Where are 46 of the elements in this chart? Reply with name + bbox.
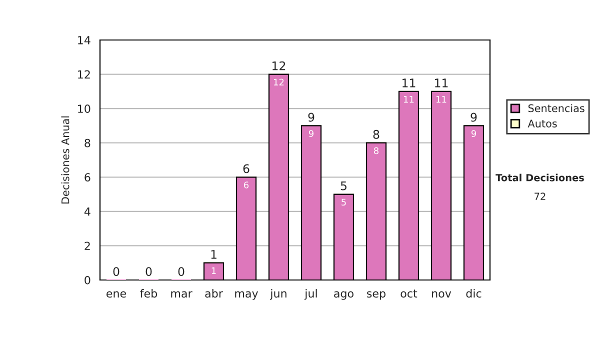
data-label: 8 (374, 147, 379, 154)
total-label: 5 (340, 182, 346, 190)
x-tick-label: ene (106, 291, 126, 298)
total-label: 0 (178, 267, 184, 276)
x-tick-label: jul (304, 289, 317, 300)
legend-label: Autos (528, 120, 557, 128)
data-label: 1 (212, 267, 216, 274)
y-tick-label: 12 (78, 70, 90, 79)
data-label: 6 (244, 182, 249, 188)
total-label: 6 (243, 164, 250, 174)
data-label: 11 (436, 96, 446, 103)
text: 72 (534, 192, 546, 200)
data-label: 9 (471, 130, 476, 137)
y-tick-label: 8 (84, 138, 90, 148)
y-axis-title: Decisiones Anual (61, 116, 70, 204)
x-tick-label: sep (367, 291, 386, 300)
x-tick-label: dic (466, 289, 482, 298)
data-label: 12 (274, 78, 284, 86)
total-label: 0 (113, 267, 120, 276)
x-tick-label: jun (270, 289, 286, 300)
y-tick-label: 10 (78, 104, 90, 113)
x-tick-label: nov (432, 291, 452, 298)
legend-label: Sentencias (528, 104, 584, 112)
y-tick-label: 4 (84, 208, 90, 216)
text: Total Decisiones (496, 174, 584, 182)
data-label: 5 (342, 198, 346, 206)
total-label: 8 (373, 130, 380, 139)
total-label: 0 (146, 267, 152, 276)
total-label: 11 (435, 78, 448, 88)
x-tick-label: ago (334, 291, 354, 300)
y-tick-label: 6 (84, 173, 90, 182)
total-label: 12 (272, 61, 286, 70)
x-tick-label: abr (205, 289, 223, 298)
x-tick-label: oct (400, 290, 418, 298)
x-tick-label: mar (171, 291, 192, 298)
total-label: 1 (211, 250, 216, 259)
total-label: 9 (470, 112, 477, 122)
x-tick-label: may (235, 291, 258, 300)
data-label: 11 (404, 96, 414, 103)
y-tick-label: 0 (84, 276, 90, 284)
y-tick-label: 2 (84, 242, 90, 250)
data-label: 9 (308, 130, 314, 137)
y-tick-label: 14 (78, 36, 90, 44)
x-tick-label: feb (140, 289, 158, 298)
total-label: 11 (402, 78, 416, 88)
total-label: 9 (308, 112, 314, 122)
